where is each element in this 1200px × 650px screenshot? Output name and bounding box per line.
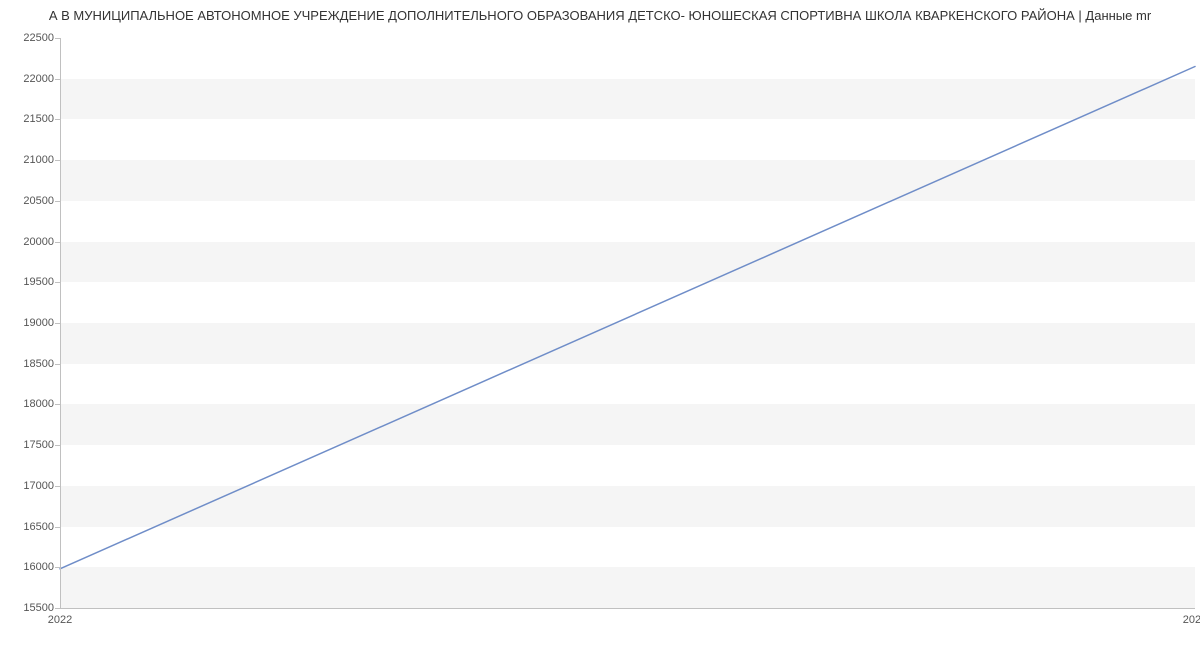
- chart-plot-area: 1550016000165001700017500180001850019000…: [60, 38, 1195, 608]
- y-tick-label: 22000: [23, 73, 54, 85]
- x-axis: [60, 608, 1195, 609]
- y-tick-label: 21000: [23, 154, 54, 166]
- y-tick-label: 16500: [23, 521, 54, 533]
- y-tick-label: 22500: [23, 32, 54, 44]
- chart-title: А В МУНИЦИПАЛЬНОЕ АВТОНОМНОЕ УЧРЕЖДЕНИЕ …: [0, 8, 1200, 23]
- y-tick-label: 16000: [23, 561, 54, 573]
- y-tick-label: 18000: [23, 398, 54, 410]
- y-tick-label: 18500: [23, 358, 54, 370]
- y-axis: [60, 38, 61, 608]
- y-tick-label: 19500: [23, 276, 54, 288]
- line-series: [60, 38, 1195, 608]
- y-tick-label: 17500: [23, 439, 54, 451]
- y-tick-label: 20000: [23, 236, 54, 248]
- x-tick-label: 2024: [1183, 614, 1200, 626]
- data-line: [60, 67, 1195, 569]
- y-tick-label: 20500: [23, 195, 54, 207]
- y-tick-label: 15500: [23, 602, 54, 614]
- y-tick-label: 17000: [23, 480, 54, 492]
- y-tick-label: 19000: [23, 317, 54, 329]
- y-tick-label: 21500: [23, 113, 54, 125]
- x-tick-label: 2022: [48, 614, 72, 626]
